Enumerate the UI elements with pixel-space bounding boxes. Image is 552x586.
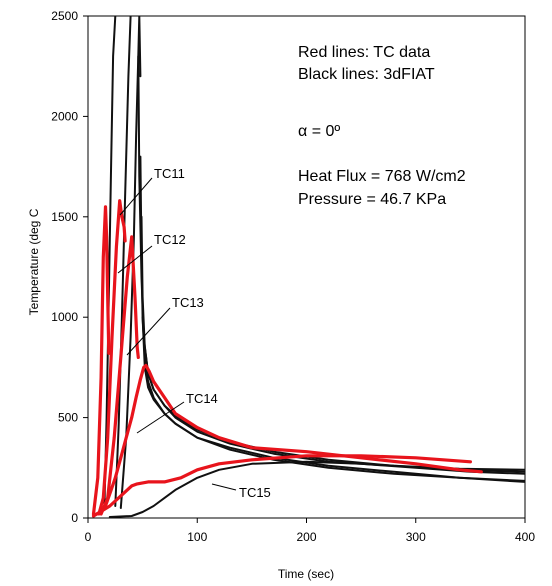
tc-data-line-9 — [97, 199, 127, 516]
tc13-label: TC13 — [172, 295, 204, 310]
y-axis-label: Temperature (deg C — [27, 208, 41, 315]
tc-data-line-8 — [91, 205, 111, 516]
tc15-label: TC15 — [239, 485, 271, 500]
x-tick-label: 0 — [85, 530, 92, 544]
y-tick-label: 2000 — [51, 109, 78, 123]
tc12-label: TC12 — [154, 232, 186, 247]
tc15-leader-line — [211, 483, 237, 491]
annotation-red-lines: Red lines: TC data — [298, 44, 430, 61]
annotation-pressure: Pressure = 46.7 KPa — [298, 191, 446, 208]
axis-layer: 0 100 200 300 400 0 500 1000 1500 2000 2500 — [51, 9, 535, 544]
tc14-label: TC14 — [186, 391, 218, 406]
plot-area — [87, 15, 526, 519]
tc11-leader-line — [119, 177, 153, 216]
tc-data-line-10 — [99, 235, 140, 516]
annotation-alpha: α = 0º — [298, 123, 340, 140]
x-axis-label: Time (sec) — [278, 567, 334, 581]
fiat-line-6 — [141, 316, 525, 482]
series-layer — [91, 16, 525, 518]
tc12-leader-line — [117, 245, 153, 274]
x-tick-label: 300 — [406, 530, 426, 544]
tc11-label: TC11 — [154, 166, 185, 181]
y-tick-label: 2500 — [51, 9, 78, 23]
x-tick-label: 100 — [187, 530, 207, 544]
fiat-line-0 — [103, 16, 117, 509]
tc14-leader-line — [136, 401, 185, 434]
y-tick-label: 500 — [58, 411, 78, 425]
y-tick-label: 1000 — [51, 310, 78, 324]
tc-data-line-12 — [91, 454, 472, 518]
x-tick-label: 200 — [296, 530, 316, 544]
x-tick-label: 400 — [515, 530, 535, 544]
tc13-leader-line — [126, 307, 171, 356]
fiat-line-7 — [108, 460, 525, 518]
annotation-black-lines: Black lines: 3dFIAT — [298, 66, 435, 83]
fiat-line-2 — [119, 16, 142, 509]
tc-data-line-11 — [95, 363, 483, 516]
y-tick-label: 0 — [71, 511, 78, 525]
y-tick-label: 1500 — [51, 210, 78, 224]
annotation-heat-flux: Heat Flux = 768 W/cm2 — [298, 168, 466, 185]
fiat-line-1 — [114, 16, 132, 507]
